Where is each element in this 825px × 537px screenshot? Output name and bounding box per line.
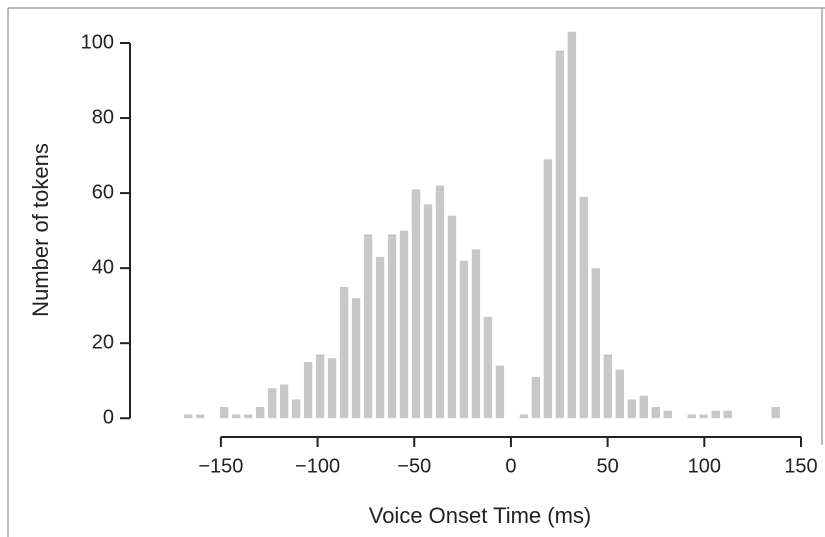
bar xyxy=(771,406,780,419)
bar xyxy=(687,414,696,419)
bar xyxy=(591,268,601,419)
x-axis-label: Voice Onset Time (ms) xyxy=(369,503,592,528)
bar xyxy=(231,414,241,419)
y-tick-label: 60 xyxy=(92,181,114,203)
x-tick-label: −100 xyxy=(295,455,340,477)
y-tick-label: 80 xyxy=(92,106,114,128)
bar xyxy=(543,159,553,419)
bar xyxy=(495,365,505,419)
y-tick-label: 0 xyxy=(103,407,114,429)
bar xyxy=(303,361,313,419)
y-axis-label: Number of tokens xyxy=(28,143,53,317)
bar xyxy=(639,395,648,419)
bar xyxy=(375,256,385,419)
bar xyxy=(531,376,541,419)
bar xyxy=(423,204,433,419)
bar xyxy=(627,399,636,419)
bar xyxy=(519,414,529,419)
y-tick-label: 40 xyxy=(92,256,114,278)
bar xyxy=(291,399,301,419)
bar xyxy=(399,230,409,419)
x-tick-label: −150 xyxy=(198,455,243,477)
y-tick-label: 20 xyxy=(92,331,114,353)
x-tick-label: 150 xyxy=(784,455,817,477)
bar xyxy=(459,260,469,419)
bar xyxy=(327,358,337,419)
bar xyxy=(339,286,349,419)
bar xyxy=(663,410,672,419)
bar xyxy=(483,316,493,419)
bar xyxy=(435,185,445,419)
bar xyxy=(711,410,720,419)
bar xyxy=(603,354,613,419)
bar xyxy=(723,410,732,419)
bar xyxy=(195,414,205,419)
y-tick-label: 100 xyxy=(81,31,114,53)
bar xyxy=(447,215,457,419)
bar xyxy=(471,249,481,419)
bar xyxy=(579,196,589,419)
bar xyxy=(315,354,325,419)
bar xyxy=(555,50,565,419)
bar xyxy=(387,234,397,419)
bar xyxy=(184,414,193,419)
x-tick-label: −50 xyxy=(397,455,431,477)
bar xyxy=(255,406,265,419)
bar xyxy=(651,406,660,419)
bar xyxy=(363,234,373,419)
bar xyxy=(219,406,229,419)
bar xyxy=(351,298,361,419)
x-tick-label: 0 xyxy=(505,455,516,477)
bar xyxy=(567,31,577,419)
bar xyxy=(279,384,289,419)
x-tick-label: 50 xyxy=(597,455,619,477)
bar xyxy=(615,369,625,419)
x-tick-label: 100 xyxy=(688,455,721,477)
bar xyxy=(699,414,708,419)
bar xyxy=(243,414,253,419)
bar xyxy=(267,388,277,419)
bar xyxy=(411,189,421,419)
